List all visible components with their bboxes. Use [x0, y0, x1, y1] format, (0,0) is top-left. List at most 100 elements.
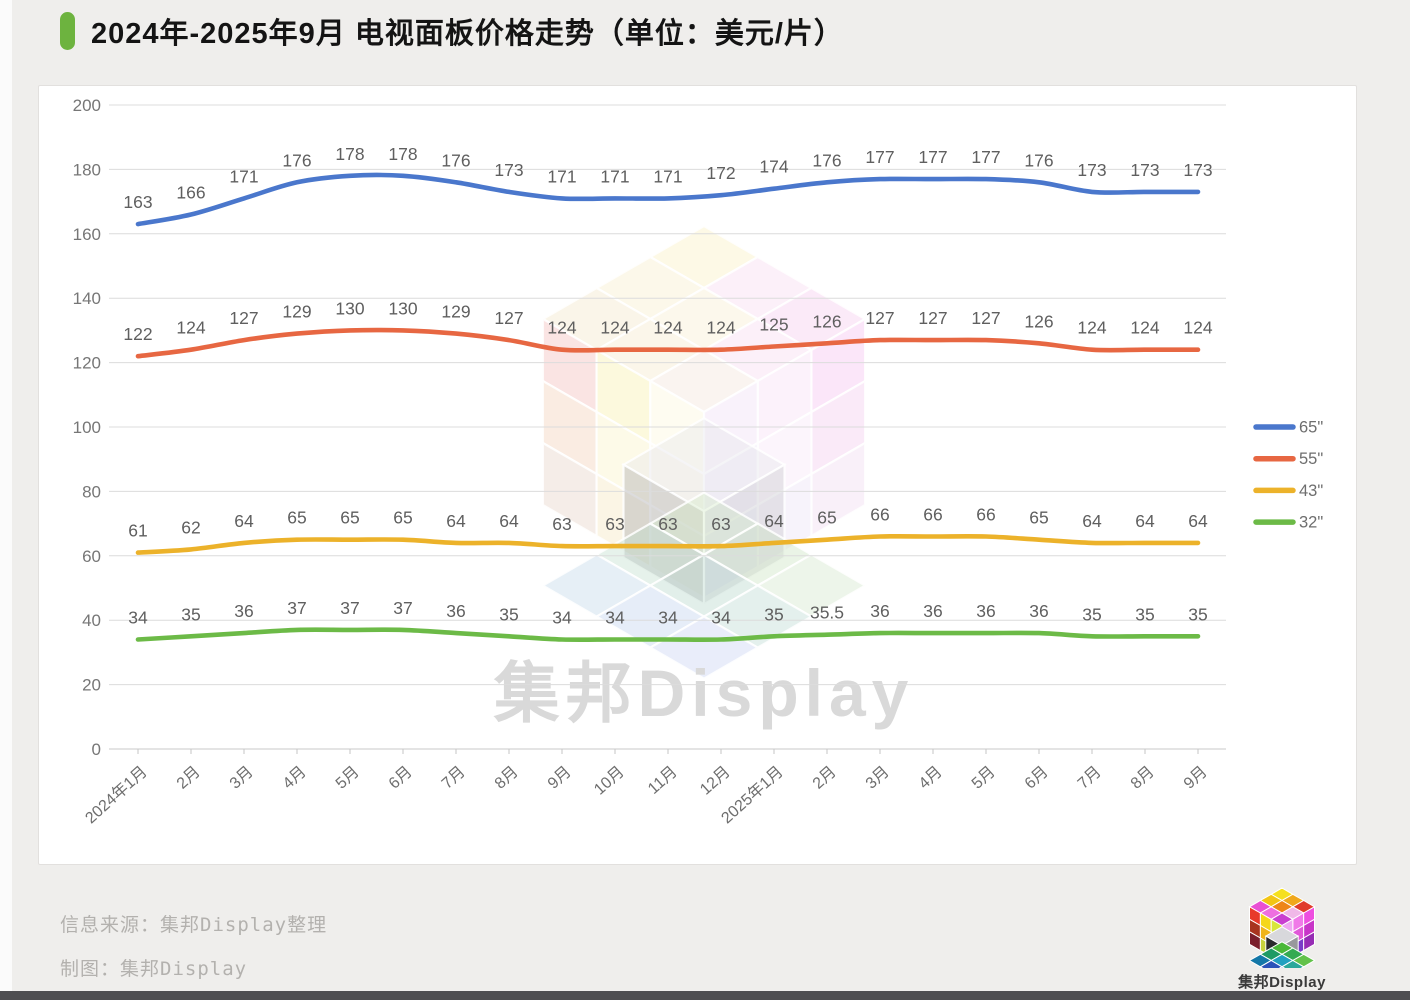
series-line-65 [135, 172, 1201, 227]
svg-text:64: 64 [234, 511, 254, 531]
svg-text:62: 62 [181, 517, 200, 537]
svg-text:35: 35 [499, 604, 518, 624]
svg-text:124: 124 [1077, 318, 1106, 338]
svg-text:127: 127 [865, 308, 894, 328]
svg-text:11月: 11月 [645, 763, 681, 797]
legend-label-65: 65" [1299, 419, 1323, 437]
svg-text:64: 64 [1082, 511, 1102, 531]
svg-text:10月: 10月 [591, 763, 628, 798]
series-line-43 [135, 533, 1201, 555]
svg-text:124: 124 [1183, 318, 1212, 338]
svg-text:127: 127 [229, 308, 258, 328]
svg-text:200: 200 [73, 96, 101, 115]
svg-text:171: 171 [229, 166, 258, 186]
svg-text:9月: 9月 [1181, 763, 1211, 792]
svg-text:100: 100 [73, 418, 101, 437]
svg-text:174: 174 [759, 157, 788, 177]
svg-text:9月: 9月 [545, 763, 575, 792]
svg-text:180: 180 [73, 160, 101, 179]
series-labels-32: 34 35 36 37 37 37 36 35 34 34 34 34 35 35.5 36 36 36 36 35… [128, 598, 1207, 628]
svg-text:34: 34 [711, 608, 731, 628]
svg-text:124: 124 [1130, 318, 1159, 338]
svg-text:63: 63 [711, 514, 730, 534]
svg-text:64: 64 [764, 511, 784, 531]
series-line-55 [135, 327, 1201, 359]
svg-text:35: 35 [764, 604, 783, 624]
svg-text:35: 35 [1188, 604, 1207, 624]
svg-text:129: 129 [282, 302, 311, 322]
svg-text:65: 65 [340, 508, 359, 528]
svg-text:173: 173 [1130, 160, 1159, 180]
svg-text:36: 36 [923, 601, 942, 621]
footer-source: 信息来源：集邦Display整理 [60, 914, 328, 936]
svg-text:65: 65 [1029, 508, 1048, 528]
svg-text:63: 63 [605, 514, 624, 534]
svg-text:65: 65 [817, 508, 836, 528]
svg-text:36: 36 [446, 601, 465, 621]
legend-label-32: 32" [1299, 514, 1323, 532]
svg-text:173: 173 [1077, 160, 1106, 180]
svg-text:122: 122 [123, 324, 152, 344]
svg-text:8月: 8月 [1128, 763, 1158, 792]
svg-text:176: 176 [812, 150, 841, 170]
svg-text:7月: 7月 [1075, 763, 1105, 792]
svg-text:124: 124 [600, 318, 629, 338]
svg-text:35: 35 [1082, 604, 1101, 624]
svg-text:6月: 6月 [386, 763, 416, 792]
svg-text:166: 166 [176, 183, 205, 203]
brand-logo: 集邦Display [1236, 884, 1328, 992]
svg-text:0: 0 [92, 740, 101, 759]
svg-text:171: 171 [653, 166, 682, 186]
svg-text:126: 126 [812, 311, 841, 331]
svg-text:63: 63 [552, 514, 571, 534]
svg-text:173: 173 [494, 160, 523, 180]
svg-text:163: 163 [123, 192, 152, 212]
svg-text:61: 61 [128, 521, 147, 541]
svg-text:176: 176 [1024, 150, 1053, 170]
svg-text:140: 140 [73, 289, 101, 308]
series-labels-65: 163 166 171 176 178 178 176 173 171 171 171 172 174 1… [123, 144, 1212, 212]
svg-text:176: 176 [282, 150, 311, 170]
svg-text:6月: 6月 [1022, 763, 1052, 792]
chart-card: 集邦Display 0 20 40 60 80 100 120 140 160 180 200 2024… [38, 85, 1357, 865]
svg-text:35.5: 35.5 [810, 603, 844, 623]
svg-text:160: 160 [73, 225, 101, 244]
svg-text:3月: 3月 [863, 763, 893, 792]
svg-text:171: 171 [600, 166, 629, 186]
svg-text:5月: 5月 [969, 763, 999, 792]
gridlines [109, 104, 1226, 750]
svg-text:130: 130 [388, 298, 417, 318]
svg-text:37: 37 [287, 598, 306, 618]
series-labels-55: 122 124 127 129 130 130 129 127 124 124 124 124 125 1… [123, 298, 1212, 344]
watermark-text: 集邦Display [493, 656, 915, 730]
svg-text:36: 36 [234, 601, 253, 621]
svg-text:34: 34 [605, 608, 625, 628]
svg-text:177: 177 [971, 147, 1000, 167]
svg-text:124: 124 [176, 318, 205, 338]
y-axis-labels: 0 20 40 60 80 100 120 140 160 180 200 [73, 96, 101, 759]
brand-logo-cube-icon [1248, 887, 1316, 980]
svg-text:66: 66 [870, 505, 889, 525]
svg-text:80: 80 [82, 482, 101, 501]
svg-text:7月: 7月 [439, 763, 469, 792]
svg-text:178: 178 [388, 144, 417, 164]
series-labels-43: 61 62 64 65 65 65 64 64 63 63 63 63 64 65 66 66 66 65 64 64… [128, 505, 1208, 541]
title-accent-bar [60, 12, 75, 50]
svg-text:177: 177 [918, 147, 947, 167]
svg-text:124: 124 [706, 318, 735, 338]
svg-text:126: 126 [1024, 311, 1053, 331]
svg-text:35: 35 [181, 604, 200, 624]
svg-text:2024年1月: 2024年1月 [82, 763, 151, 828]
svg-text:124: 124 [547, 318, 576, 338]
svg-text:65: 65 [393, 508, 412, 528]
svg-text:64: 64 [499, 511, 519, 531]
svg-text:127: 127 [918, 308, 947, 328]
svg-text:177: 177 [865, 147, 894, 167]
svg-text:2月: 2月 [810, 763, 840, 792]
svg-text:34: 34 [658, 608, 678, 628]
svg-text:4月: 4月 [916, 763, 946, 792]
svg-text:178: 178 [335, 144, 364, 164]
svg-text:35: 35 [1135, 604, 1154, 624]
svg-text:64: 64 [1188, 511, 1208, 531]
